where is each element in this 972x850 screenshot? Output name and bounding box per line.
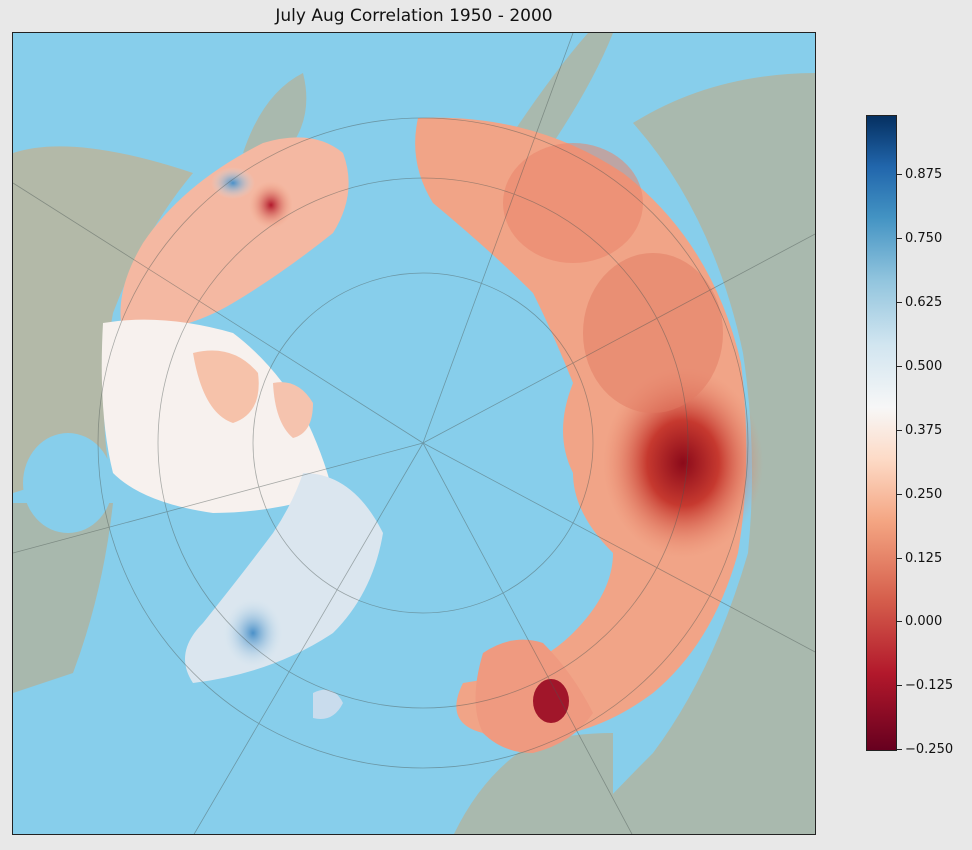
colorbar-tick: 0.500 xyxy=(897,359,942,375)
colorbar-tick: 0.250 xyxy=(897,487,942,503)
polar-map xyxy=(12,32,816,835)
land-east xyxy=(574,73,815,834)
colorbar-tick: −0.125 xyxy=(897,678,953,694)
land-europe-south xyxy=(453,733,613,834)
colorbar-tick: −0.250 xyxy=(897,742,953,758)
colorbar-tick: 0.750 xyxy=(897,231,942,247)
colorbar-tick: 0.625 xyxy=(897,295,942,311)
land-southwest xyxy=(13,503,113,693)
land-kamchatka xyxy=(513,33,613,143)
colorbar-tick: 0.000 xyxy=(897,614,942,630)
land-west xyxy=(13,146,193,493)
land-north-alaska xyxy=(243,73,307,153)
plot-title: July Aug Correlation 1950 - 2000 xyxy=(275,6,553,26)
colorbar xyxy=(866,115,897,751)
field-alaska xyxy=(120,137,349,333)
hudson-bay xyxy=(23,433,113,533)
field-canada xyxy=(101,319,333,513)
colorbar-tick: 0.125 xyxy=(897,551,942,567)
colorbar-tick: 0.875 xyxy=(897,167,942,183)
colorbar-tick: 0.375 xyxy=(897,423,942,439)
